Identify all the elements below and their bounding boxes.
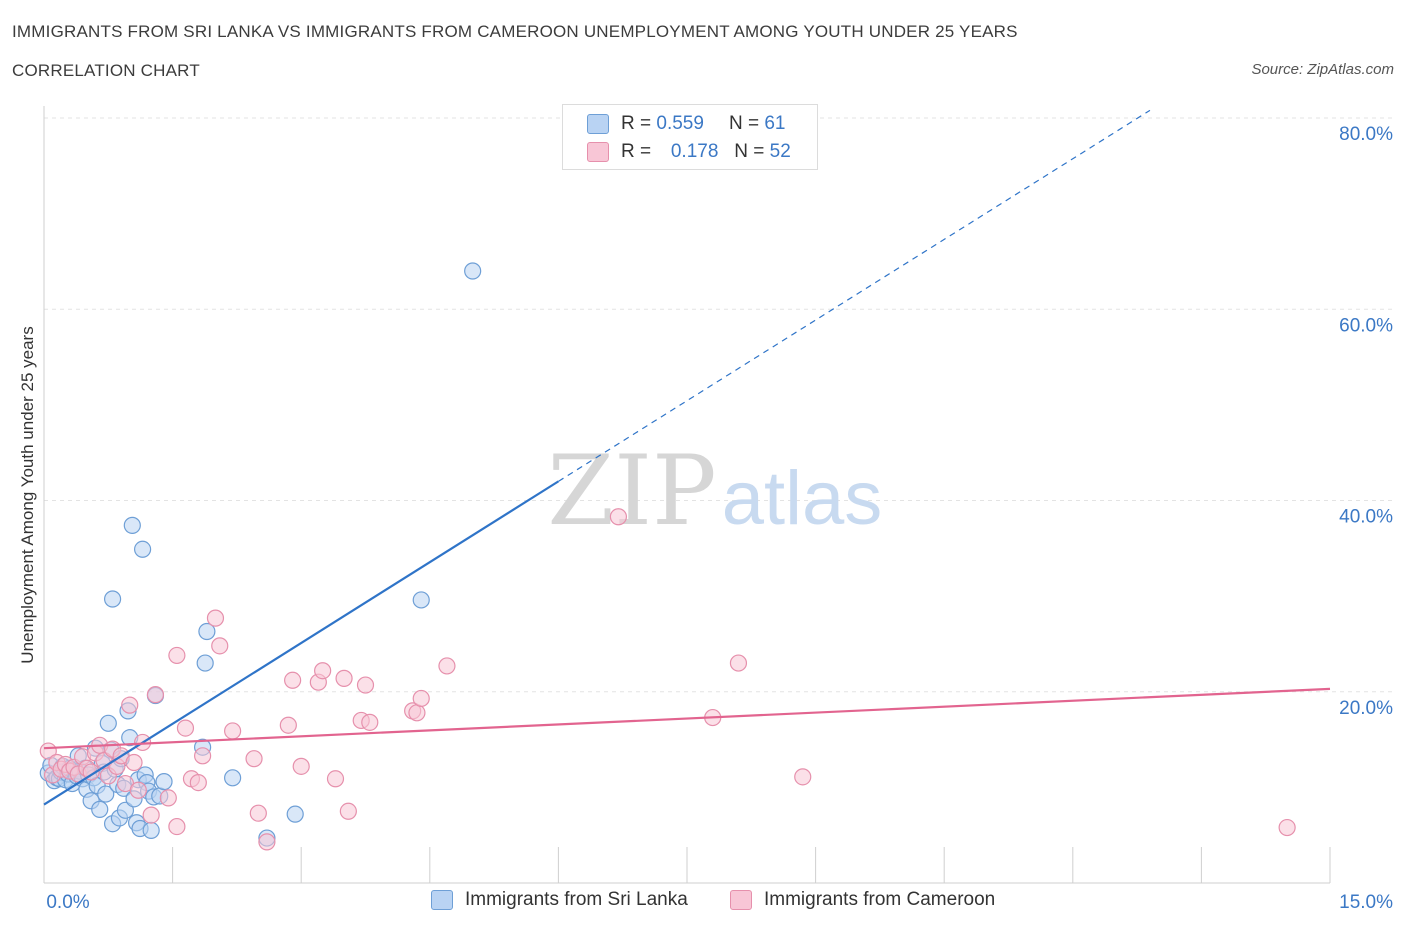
cameroon-point [361,713,379,731]
bottom-legend-cameroon: Immigrants from Cameroon [730,889,995,911]
r-label: R = [621,141,652,162]
cameroon-point [168,646,186,665]
y-tick-label: 40.0% [1339,507,1393,528]
cameroon-point [125,753,143,772]
cameroon-point [206,609,225,627]
cameroon-point [82,763,100,781]
watermark: ZIP atlas [547,435,882,547]
bottom-legend-sri-lanka: Immigrants from Sri Lanka [431,889,688,911]
sri-lanka-point [97,785,115,803]
sri-lanka-point [196,654,214,672]
sri-lanka-legend-swatch [431,890,453,910]
cameroon-point [438,657,456,675]
cameroon-point [279,716,297,734]
sri-lanka-point [155,773,173,791]
cameroon-point [121,696,139,714]
cameroon-swatch [587,142,609,162]
cameroon-point [168,817,186,836]
sri-lanka-point [198,622,216,641]
cameroon-point [142,806,160,824]
stats-legend: R = 0.559 N = 61 R = 0.178 N = 52 [562,104,818,170]
sri-lanka-point [99,714,117,732]
cameroon-point [729,654,748,672]
cameroon-point [245,750,263,768]
cameroon-legend-label: Immigrants from Cameroon [764,889,996,910]
legend-row-sri-lanka: R = 0.559 N = 61 [587,112,785,136]
sri-lanka-point [412,591,430,609]
cameroon-point [335,669,353,687]
sri-lanka-r-value: 0.559 [656,113,704,134]
cameroon-point [356,676,375,694]
cameroon-trend-line [43,687,1331,750]
cameroon-point [314,662,332,680]
sri-lanka-point [224,769,242,787]
cameroon-legend-swatch [730,890,752,910]
cameroon-point [258,833,276,851]
cameroon-point [326,770,345,788]
watermark-zip: ZIP [547,435,716,547]
cameroon-point [146,686,165,704]
cameroon-point [224,722,242,740]
cameroon-point [292,757,310,775]
sri-lanka-point [133,540,152,558]
n-label: N = [728,113,760,134]
sri-lanka-point [103,590,122,608]
n-label: N = [734,141,765,162]
y-tick-label: 60.0% [1339,315,1393,336]
sri-lanka-point [116,801,135,819]
x-tick-label: 0.0% [46,892,89,913]
cameroon-point [1278,818,1296,837]
y-tick-label: 20.0% [1339,698,1393,719]
cameroon-point [794,768,812,786]
cameroon-point [159,789,177,807]
tick-labels: 20.0% 40.0% 60.0% 80.0% 0.0% 15.0% [46,124,1393,913]
cameroon-point [249,804,267,822]
sri-lanka-legend-label: Immigrants from Sri Lanka [465,889,688,910]
cameroon-point [339,802,357,820]
cameroon-point [211,637,229,655]
cameroon-point [284,671,302,689]
cameroon-point [189,773,207,792]
cameroon-point [408,704,426,722]
chart-subtitle: CORRELATION CHART [12,61,200,80]
chart-title: IMMIGRANTS FROM SRI LANKA VS IMMIGRANTS … [12,22,1018,41]
sri-lanka-point [286,805,304,823]
cameroon-point [194,747,212,765]
r-label: R = [621,113,652,134]
cameroon-r-value: 0.178 [670,141,719,162]
cameroon-point [176,719,195,737]
watermark-atlas: atlas [722,456,883,541]
cameroon-point [412,689,430,708]
sri-lanka-n-value: 61 [764,113,786,134]
cameroon-n-value: 52 [769,141,791,162]
sri-lanka-trend-line [43,480,559,806]
grid-lines [44,117,1392,693]
y-tick-label: 80.0% [1339,124,1393,145]
source-credit: Source: ZipAtlas.com [1251,61,1394,78]
legend-row-cameroon: R = 0.178 N = 52 [587,140,791,164]
sri-lanka-swatch [587,114,609,134]
data-points [39,262,1296,851]
sri-lanka-point [464,262,482,280]
sri-lanka-point [142,821,160,840]
cameroon-point [129,781,147,799]
y-axis-label: Unemployment Among Youth under 25 years [18,326,37,664]
x-tick-label: 15.0% [1339,892,1393,913]
trend-lines [43,109,1331,806]
sri-lanka-point [123,516,141,534]
sri-lanka-point [91,800,109,818]
cameroon-point [609,508,628,526]
